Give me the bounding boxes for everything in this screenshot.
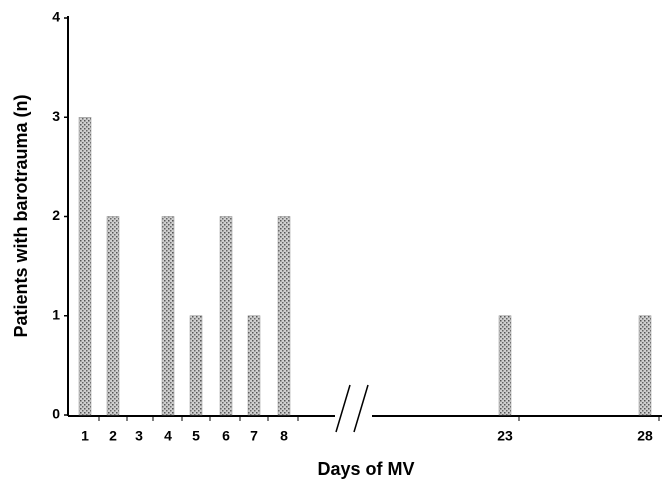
bar xyxy=(106,216,120,416)
bar xyxy=(161,216,175,416)
x-tick-label: 8 xyxy=(280,428,288,444)
x-tick-label: 23 xyxy=(497,428,513,444)
y-axis-title: Patients with barotrauma (n) xyxy=(11,94,31,337)
bar xyxy=(277,216,291,416)
axis-break xyxy=(353,384,369,433)
y-tick-label: 1 xyxy=(52,306,60,322)
x-tick-label: 6 xyxy=(222,428,230,444)
x-tick-label: 2 xyxy=(109,428,117,444)
y-tick-label: 3 xyxy=(52,108,60,124)
axis-break xyxy=(335,384,351,433)
bar xyxy=(78,117,92,416)
x-tick-label: 1 xyxy=(81,428,89,444)
x-tick-label: 3 xyxy=(135,428,143,444)
bar xyxy=(638,315,652,416)
x-tick-label: 7 xyxy=(250,428,258,444)
y-tick-label: 2 xyxy=(52,207,60,223)
x-axis-title: Days of MV xyxy=(317,459,414,479)
bar xyxy=(247,315,261,416)
x-tick-label: 28 xyxy=(637,428,653,444)
x-tick-label: 5 xyxy=(192,428,200,444)
bar xyxy=(219,216,233,416)
y-tick-label: 0 xyxy=(52,406,60,422)
y-tick-label: 4 xyxy=(52,9,60,25)
bar xyxy=(498,315,512,416)
x-tick-label: 4 xyxy=(164,428,172,444)
bar xyxy=(189,315,203,416)
